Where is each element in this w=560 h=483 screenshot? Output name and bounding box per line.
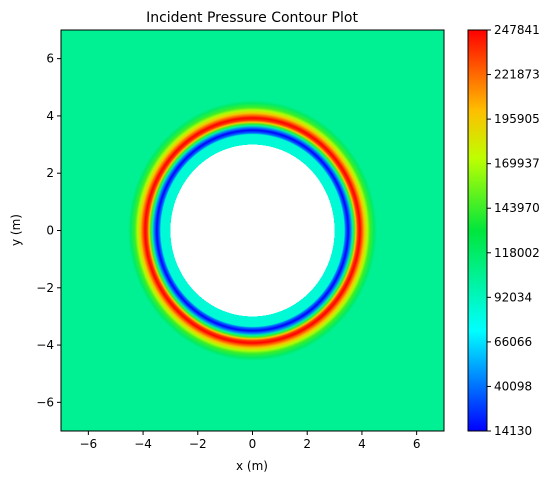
x-tick-label: −6: [80, 437, 98, 451]
colorbar: 14130 40098 66066 92034 118002 143970 169937 19…: [467, 23, 540, 438]
plot-area: [60, 29, 445, 432]
colorbar-tick-label: 169937: [494, 157, 540, 171]
y-axis-label: y (m): [9, 214, 23, 246]
y-axis: −6 −4 −2 0 2 4 6: [36, 52, 61, 409]
colorbar-tick-label: 66066: [494, 335, 532, 349]
y-tick-label: 4: [46, 109, 54, 123]
x-tick-label: 4: [358, 437, 366, 451]
x-tick-label: 2: [303, 437, 311, 451]
x-axis: −6 −4 −2 0 2 4 6: [80, 431, 421, 451]
pressure-field: [61, 30, 444, 431]
colorbar-tick-label: 14130: [494, 424, 532, 438]
x-tick-label: −4: [134, 437, 152, 451]
x-axis-label: x (m): [236, 459, 268, 473]
y-tick-label: 6: [46, 52, 54, 66]
x-tick-label: 6: [413, 437, 421, 451]
colorbar-tick-label: 247841: [494, 23, 540, 37]
y-tick-label: −4: [36, 338, 54, 352]
colorbar-tick-label: 143970: [494, 201, 540, 215]
chart-title: Incident Pressure Contour Plot: [146, 10, 358, 26]
colorbar-tick-label: 195905: [494, 112, 540, 126]
x-tick-label: −2: [189, 437, 207, 451]
y-tick-label: 0: [46, 224, 54, 238]
y-tick-label: −2: [36, 281, 54, 295]
y-tick-label: −6: [36, 395, 54, 409]
colorbar-tick-label: 221873: [494, 68, 540, 82]
colorbar-tick-label: 92034: [494, 290, 532, 304]
colorbar-tick-label: 118002: [494, 246, 540, 260]
colorbar-gradient: [468, 30, 487, 431]
x-tick-label: 0: [249, 437, 257, 451]
colorbar-tick-label: 40098: [494, 379, 532, 393]
colorbar-ticks: 14130 40098 66066 92034 118002 143970 169937 19…: [487, 23, 540, 438]
y-tick-label: 2: [46, 166, 54, 180]
colorbar-frame: [467, 29, 488, 432]
